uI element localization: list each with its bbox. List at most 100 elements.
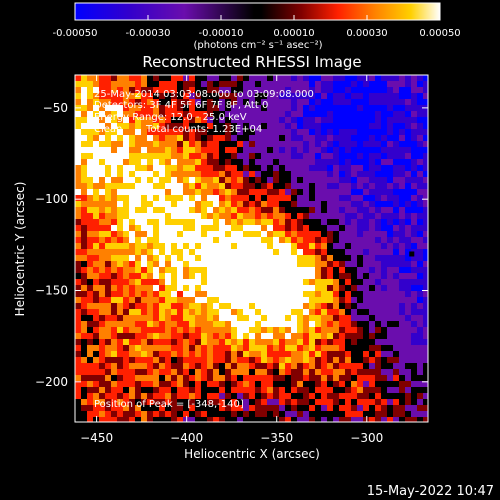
heatmap-cell xyxy=(243,339,250,346)
heatmap-cell xyxy=(231,135,238,142)
heatmap-cell xyxy=(237,405,244,412)
heatmap-cell xyxy=(291,249,298,256)
heatmap-cell xyxy=(243,201,250,208)
heatmap-cell xyxy=(297,327,304,334)
colorbar-tick-label: -0.00050 xyxy=(53,28,98,39)
heatmap-cell xyxy=(135,129,142,136)
heatmap-cell xyxy=(369,159,376,166)
heatmap-cell xyxy=(141,105,148,112)
heatmap-cell xyxy=(285,351,292,358)
heatmap-cell xyxy=(195,129,202,136)
heatmap-cell xyxy=(177,393,184,400)
heatmap-cell xyxy=(273,219,280,226)
heatmap-cell xyxy=(351,255,358,262)
heatmap-cell xyxy=(111,273,118,280)
heatmap-cell xyxy=(117,165,124,172)
heatmap-cell xyxy=(153,369,160,376)
heatmap-cell xyxy=(411,159,418,166)
heatmap-cell xyxy=(423,153,428,160)
heatmap-cell xyxy=(201,237,208,244)
heatmap-cell xyxy=(195,393,202,400)
heatmap-cell xyxy=(339,99,346,106)
heatmap-cell xyxy=(147,273,154,280)
heatmap-cell xyxy=(351,129,358,136)
heatmap-cell xyxy=(321,273,328,280)
heatmap-cell xyxy=(129,129,136,136)
heatmap-cell xyxy=(363,99,370,106)
heatmap-cell xyxy=(321,237,328,244)
heatmap-cell xyxy=(303,297,310,304)
heatmap-cell xyxy=(381,315,388,322)
heatmap-cell xyxy=(177,219,184,226)
heatmap-cell xyxy=(393,345,400,352)
heatmap-cell xyxy=(177,387,184,394)
heatmap-cell xyxy=(411,87,418,94)
heatmap-cell xyxy=(111,255,118,262)
heatmap-cell xyxy=(219,183,226,190)
heatmap-cell xyxy=(183,195,190,202)
heatmap-cell xyxy=(105,285,112,292)
heatmap-cell xyxy=(159,189,166,196)
heatmap-cell xyxy=(237,363,244,370)
heatmap-cell xyxy=(333,249,340,256)
heatmap-cell xyxy=(183,399,190,406)
heatmap-cell xyxy=(99,225,106,232)
heatmap-cell xyxy=(81,111,88,118)
heatmap-cell xyxy=(171,117,178,124)
heatmap-cell xyxy=(237,111,244,118)
heatmap-cell xyxy=(405,123,412,130)
heatmap-cell xyxy=(375,369,382,376)
heatmap-cell xyxy=(345,351,352,358)
heatmap-cell xyxy=(195,333,202,340)
heatmap-cell xyxy=(207,219,214,226)
heatmap-cell xyxy=(285,141,292,148)
colorbar-tick-label: -0.00030 xyxy=(126,28,171,39)
heatmap-cell xyxy=(321,87,328,94)
heatmap-cell xyxy=(213,237,220,244)
heatmap-cell xyxy=(195,327,202,334)
heatmap-cell xyxy=(393,339,400,346)
heatmap-cell xyxy=(159,291,166,298)
heatmap-cell xyxy=(393,147,400,154)
heatmap-cell xyxy=(183,111,190,118)
heatmap-cell xyxy=(93,249,100,256)
heatmap-cell xyxy=(171,345,178,352)
heatmap-cell xyxy=(153,345,160,352)
heatmap-cell xyxy=(105,357,112,364)
heatmap-cell xyxy=(243,399,250,406)
heatmap-cell xyxy=(411,237,418,244)
heatmap-cell xyxy=(75,117,82,124)
heatmap-cell xyxy=(363,399,370,406)
heatmap-cell xyxy=(177,405,184,412)
heatmap-cell xyxy=(393,117,400,124)
heatmap-cell xyxy=(189,165,196,172)
heatmap-cell xyxy=(237,171,244,178)
heatmap-cell xyxy=(369,147,376,154)
heatmap-cell xyxy=(333,321,340,328)
heatmap-cell xyxy=(207,129,214,136)
heatmap-cell xyxy=(399,351,406,358)
heatmap-cell xyxy=(309,399,316,406)
heatmap-cell xyxy=(183,123,190,130)
heatmap-cell xyxy=(351,231,358,238)
heatmap xyxy=(75,75,428,422)
heatmap-cell xyxy=(81,339,88,346)
heatmap-cell xyxy=(339,327,346,334)
heatmap-cell xyxy=(183,87,190,94)
heatmap-cell xyxy=(381,159,388,166)
heatmap-cell xyxy=(117,189,124,196)
heatmap-cell xyxy=(177,165,184,172)
heatmap-cell xyxy=(423,399,428,406)
heatmap-cell xyxy=(75,405,82,412)
heatmap-cell xyxy=(93,345,100,352)
heatmap-cell xyxy=(357,123,364,130)
heatmap-cell xyxy=(411,315,418,322)
heatmap-cell xyxy=(399,357,406,364)
heatmap-cell xyxy=(219,129,226,136)
heatmap-cell xyxy=(399,225,406,232)
heatmap-cell xyxy=(129,309,136,316)
heatmap-cell xyxy=(135,267,142,274)
heatmap-cell xyxy=(237,225,244,232)
heatmap-cell xyxy=(189,105,196,112)
heatmap-cell xyxy=(153,99,160,106)
